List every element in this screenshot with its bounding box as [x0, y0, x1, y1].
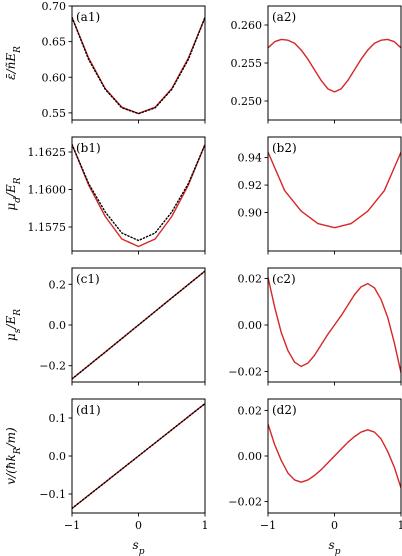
y-tick-label: −0.02 [228, 496, 262, 509]
panel-tag: (b2) [272, 141, 297, 155]
series-line-solid [268, 276, 401, 374]
x-tick-label: 1 [202, 519, 209, 532]
y-tick-label: 0.255 [231, 57, 263, 70]
panel-b2: 0.90 0.92 0.94 (b2) [238, 136, 402, 255]
x-axis-label: sp [133, 538, 145, 556]
y-tick-label: 0.94 [238, 152, 263, 165]
panel-d2: −0.02 0.00 0.02 −1 0 1 (d2) sp [228, 398, 402, 556]
x-tick-label: −1 [64, 519, 80, 532]
y-tick-label: 0.92 [238, 179, 263, 192]
panel-tag: (c1) [76, 272, 100, 286]
y-tick-label: 0.02 [238, 404, 263, 417]
panel-tag: (b1) [76, 141, 101, 155]
y-tick-label: −0.2 [39, 360, 66, 373]
y-tick-label: 0.65 [42, 36, 67, 49]
y-tick-label: 0.1 [49, 412, 67, 425]
x-tick-label: 0 [135, 519, 142, 532]
series-line-dotted [72, 143, 205, 242]
y-axis-label: μd/ER [4, 177, 23, 210]
x-tick-label: 0 [331, 519, 338, 532]
panel-tag: (d2) [272, 403, 297, 417]
y-axis-label: ε̄/ñER [4, 46, 23, 80]
y-tick-label: 0.260 [231, 19, 263, 32]
panel-c2: −0.02 0.00 0.02 (c2) [228, 267, 402, 386]
y-axis-label: v/(ħkR/m) [4, 427, 23, 485]
y-tick-label: −0.02 [228, 366, 262, 379]
y-tick-label: 0.2 [49, 278, 67, 291]
y-axis-label: μs/ER [4, 309, 23, 341]
x-tick-label: −1 [260, 519, 276, 532]
panel-tag: (a1) [76, 10, 100, 24]
y-tick-label: 0.55 [42, 107, 67, 120]
panel-b1: 1.1575 1.1600 1.1625 (b1) μd/ER [4, 136, 206, 255]
series-line-solid [268, 38, 401, 93]
y-tick-label: 0.60 [42, 71, 67, 84]
y-tick-label: 0.02 [238, 272, 263, 285]
y-tick-label: 0.0 [49, 450, 67, 463]
y-tick-label: 0.70 [42, 0, 67, 13]
y-tick-label: 0.90 [238, 207, 263, 220]
y-tick-label: 0.00 [238, 450, 263, 463]
panel-a1: 0.55 0.60 0.65 0.70 (a1) ε̄/ñER [4, 0, 206, 124]
series-line-solid [268, 151, 401, 229]
y-tick-label: 1.1600 [28, 184, 67, 197]
series-line-solid [268, 423, 401, 489]
series-line-dotted [72, 16, 205, 115]
y-tick-label: −0.1 [39, 488, 66, 501]
panel-tag: (a2) [272, 10, 296, 24]
y-tick-label: 0.0 [49, 319, 67, 332]
y-tick-label: 0.00 [238, 319, 263, 332]
panel-a2: 0.250 0.255 0.260 (a2) [231, 5, 402, 124]
panel-c1: −0.2 0.0 0.2 (c1) μs/ER [4, 267, 206, 386]
y-tick-label: 0.250 [231, 95, 263, 108]
x-axis-label: sp [329, 538, 341, 556]
series-line-dotted [72, 402, 205, 510]
y-tick-label: 1.1625 [28, 146, 67, 159]
x-tick-label: 1 [398, 519, 402, 532]
panel-d1: −0.1 0.0 0.1 −1 0 1 (d1) v/(ħkR/m) sp [4, 398, 209, 556]
panel-tag: (d1) [76, 403, 101, 417]
series-line-solid [72, 143, 205, 248]
series-line-dotted [72, 270, 205, 380]
panel-tag: (c2) [272, 272, 296, 286]
y-tick-label: 1.1575 [28, 221, 67, 234]
